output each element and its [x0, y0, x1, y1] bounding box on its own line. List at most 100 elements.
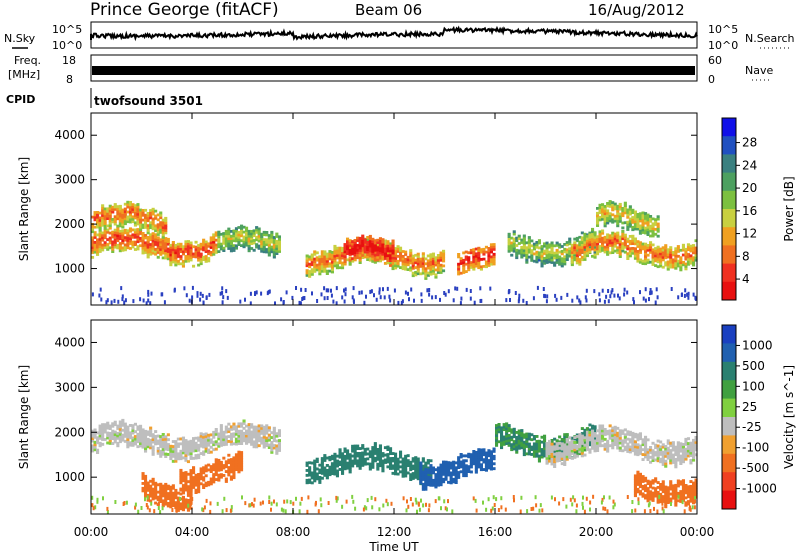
- echo-cell: [141, 226, 145, 229]
- echo-cell: [111, 218, 115, 221]
- echo-cell: [157, 501, 160, 506]
- echo-cell: [149, 429, 153, 432]
- echo-cell: [515, 248, 519, 252]
- echo-cell: [550, 462, 554, 466]
- echo-cell: [144, 482, 148, 486]
- echo-cell: [616, 234, 620, 237]
- echo-cell: [199, 477, 203, 481]
- echo-cell: [313, 257, 317, 261]
- echo-cell: [313, 467, 317, 470]
- echo-cell: [270, 436, 274, 439]
- echo-cell: [596, 444, 600, 447]
- echo-cell: [149, 489, 153, 493]
- echo-cell: [234, 239, 238, 243]
- echo-cell: [341, 472, 345, 475]
- echo-cell: [156, 434, 160, 438]
- echo-cell: [161, 221, 165, 224]
- echo-cell: [217, 466, 221, 470]
- echo-cell: [161, 249, 165, 252]
- echo-cell: [689, 259, 693, 263]
- echo-cell: [674, 496, 678, 500]
- echo-cell: [260, 291, 263, 296]
- echo-cell: [399, 453, 403, 456]
- echo-cell: [431, 478, 435, 482]
- echo-cell: [459, 301, 462, 306]
- echo-cell: [487, 259, 491, 262]
- echo-cell: [98, 230, 102, 234]
- echo-cell: [638, 229, 642, 233]
- echo-cell: [255, 425, 259, 429]
- echo-cell: [621, 429, 625, 433]
- echo-cell: [396, 259, 400, 263]
- echo-cell: [300, 496, 303, 501]
- echo-cell: [128, 436, 132, 440]
- echo-cell: [646, 448, 650, 452]
- echo-cell: [120, 286, 123, 291]
- echo-cell: [563, 260, 567, 263]
- echo-cell: [144, 477, 148, 481]
- echo-cell: [161, 489, 165, 493]
- echo-cell: [332, 299, 335, 304]
- echo-cell: [161, 484, 165, 488]
- echo-cell: [181, 508, 185, 512]
- echo-cell: [93, 225, 97, 229]
- echo-cell: [298, 509, 301, 514]
- echo-cell: [154, 491, 158, 495]
- echo-cell: [436, 256, 440, 260]
- echo-cell: [139, 218, 143, 222]
- echo-cell: [583, 453, 587, 457]
- echo-cell: [633, 227, 637, 231]
- echo-cell: [139, 437, 143, 440]
- echo-cell: [121, 220, 125, 224]
- echo-cell: [383, 239, 387, 243]
- echo-cell: [414, 266, 418, 269]
- echo-cell: [593, 236, 597, 240]
- echo-cell: [133, 442, 137, 446]
- echo-cell: [641, 231, 645, 234]
- echo-cell: [229, 247, 233, 250]
- echo-cell: [373, 246, 377, 250]
- echo-cell: [686, 437, 690, 441]
- echo-cell: [434, 473, 438, 476]
- echo-cell: [310, 273, 314, 276]
- echo-cell: [661, 495, 665, 498]
- echo-cell: [313, 462, 317, 465]
- echo-cell: [565, 440, 569, 444]
- echo-cell: [484, 468, 488, 472]
- nsky-panel: N.Sky 10^5 10^0 10^5 10^0 N.Search: [4, 21, 795, 52]
- echo-cell: [579, 300, 582, 305]
- echo-cell: [676, 446, 680, 450]
- echo-cell: [606, 449, 610, 453]
- echo-cell: [510, 443, 514, 447]
- echo-cell: [237, 233, 241, 237]
- echo-cell: [144, 218, 148, 222]
- echo-cell: [141, 246, 145, 250]
- echo-cell: [108, 214, 112, 218]
- echo-cell: [101, 216, 105, 220]
- echo-cell: [436, 266, 440, 269]
- echo-cell: [429, 260, 433, 264]
- echo-cell: [184, 456, 188, 460]
- echo-cell: [144, 216, 148, 219]
- echo-cell: [141, 489, 145, 493]
- echo-cell: [394, 247, 398, 250]
- echo-cell: [376, 452, 380, 456]
- y-tick-label: 2000: [54, 217, 85, 231]
- echo-cell: [126, 243, 130, 247]
- echo-cell: [151, 246, 155, 250]
- echo-cell: [113, 435, 117, 439]
- echo-cell: [305, 261, 309, 265]
- echo-cell: [272, 245, 276, 249]
- echo-cell: [128, 431, 132, 435]
- echo-cell: [671, 251, 675, 254]
- echo-cell: [174, 244, 178, 247]
- echo-cell: [492, 260, 496, 263]
- echo-cell: [565, 450, 569, 454]
- echo-cell: [96, 220, 100, 224]
- echo-cell: [133, 214, 137, 217]
- echo-cell: [628, 239, 632, 243]
- echo-cell: [477, 453, 481, 457]
- echo-cell: [267, 239, 271, 242]
- echo-cell: [618, 235, 622, 239]
- echo-cell: [151, 490, 155, 493]
